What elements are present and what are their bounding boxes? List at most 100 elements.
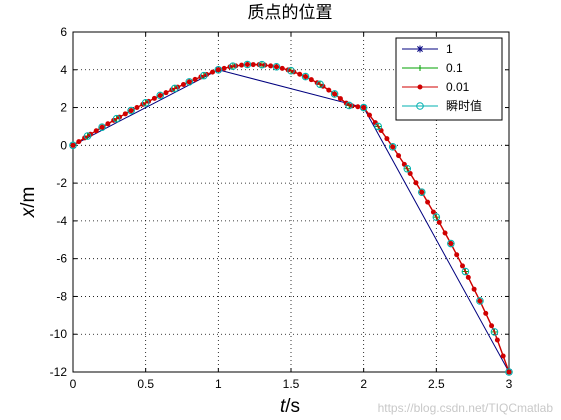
legend-item: 0.1 (402, 61, 463, 75)
series-3-marker (430, 209, 436, 215)
x-tick-label: 0.5 (137, 377, 154, 391)
series-3-marker (465, 274, 471, 280)
y-tick-label: 2 (60, 101, 67, 115)
series-4-marker (388, 143, 397, 151)
legend-item: 1 (402, 42, 453, 56)
series-3-marker (93, 128, 99, 134)
series-3-marker (326, 87, 332, 93)
series-4-marker (432, 213, 441, 221)
series-line-1 (72, 69, 510, 373)
series-4-marker (229, 62, 237, 70)
series-4-marker (330, 90, 339, 98)
y-tick-label: 6 (60, 25, 67, 39)
series-4-marker (141, 99, 150, 107)
x-tick-label: 1.5 (283, 377, 300, 391)
series-3-marker (448, 241, 454, 247)
legend-label: 1 (446, 42, 453, 56)
series-4-marker (476, 297, 484, 305)
x-tick-label: 0 (70, 377, 77, 391)
series-3-marker (384, 136, 390, 142)
legend-item: 瞬时值 (402, 98, 482, 113)
x-axis-label: t/s (280, 396, 300, 417)
series-3-marker (506, 369, 512, 375)
series-3-marker (419, 189, 425, 195)
watermark: https://blog.csdn.net/TIQCmatlab (378, 401, 554, 415)
series-3-marker (210, 69, 216, 75)
series-3-marker (157, 92, 163, 98)
series-3-marker (436, 219, 442, 225)
series-4-marker (185, 78, 194, 86)
y-axis-label: x/m (18, 187, 39, 219)
series-4-marker (374, 122, 383, 131)
series-4-marker (83, 132, 92, 140)
series-4-marker (505, 368, 513, 376)
series-3-marker (477, 298, 483, 304)
series-4-marker (301, 72, 310, 81)
series-3-marker (279, 65, 285, 71)
legend-swatch-marker (416, 102, 424, 110)
series-4-marker (359, 103, 368, 112)
series-3-marker (489, 323, 495, 329)
series-3-marker (361, 105, 367, 111)
ticks: 0 0.5 1 1.5 2 2.5 3 -12 -10 -8 -6 -4 -2 0 2 4 6 (50, 25, 513, 391)
series-4-marker (98, 123, 106, 131)
series-3-marker (186, 79, 192, 85)
series-3-marker (134, 104, 140, 110)
series-3-marker (99, 124, 105, 130)
series-3-marker (250, 62, 256, 68)
chart-title: 质点的位置 (248, 3, 333, 23)
series-3-marker (332, 91, 338, 97)
series-3-marker (396, 153, 402, 159)
series-4-marker (316, 80, 324, 89)
y-tick-label: -2 (56, 176, 67, 190)
series-3-marker (76, 139, 82, 145)
y-tick-label: -12 (50, 365, 68, 379)
legend-label: 0.01 (446, 80, 470, 94)
y-tick-label: -8 (56, 289, 67, 303)
series-3-marker (215, 67, 221, 73)
series-3-marker (442, 230, 448, 236)
x-tick-label: 2 (360, 377, 367, 391)
series-4-marker (156, 91, 164, 100)
series-3-marker (163, 90, 169, 96)
series-4-marker (287, 66, 295, 75)
legend-label: 0.1 (446, 61, 463, 75)
series-3-marker (239, 62, 245, 68)
legend-swatch-marker (416, 45, 424, 53)
series-3-marker (151, 95, 157, 101)
legend-swatch-marker (417, 84, 423, 90)
series-4-marker (345, 101, 353, 110)
series-3-marker (105, 121, 111, 127)
series-3-marker (180, 82, 186, 88)
series-3-marker (355, 104, 361, 110)
series-4-marker (214, 65, 223, 74)
series-3-marker (500, 353, 506, 359)
series-4-marker (403, 164, 412, 173)
series-3-marker (297, 71, 303, 77)
series-4-marker (69, 141, 77, 150)
series-line-3 (72, 63, 510, 373)
series-4-marker (490, 328, 499, 336)
series-3-marker (459, 263, 465, 269)
legend-swatch-marker (417, 65, 423, 71)
axis-titles: t/s x/m (18, 187, 300, 417)
legend: 1 0.1 0.01 瞬时值 (395, 37, 503, 121)
series-3-marker (70, 142, 76, 148)
series-4-marker (200, 71, 208, 80)
series-3-marker (303, 74, 309, 80)
x-tick-label: 1 (215, 377, 222, 391)
series-3-marker (407, 170, 413, 176)
series-3-marker (268, 63, 274, 69)
series-3-marker (128, 108, 134, 114)
series-3-marker (273, 64, 279, 70)
series-3-marker (337, 96, 343, 102)
y-tick-label: 0 (60, 138, 67, 152)
series-3-marker (483, 310, 489, 316)
series-4-marker (258, 60, 266, 69)
x-tick-label: 2.5 (428, 377, 445, 391)
series-3-marker (390, 144, 396, 150)
series-4-marker (112, 114, 121, 123)
series-4-marker (243, 60, 252, 69)
y-tick-label: -6 (56, 252, 67, 266)
